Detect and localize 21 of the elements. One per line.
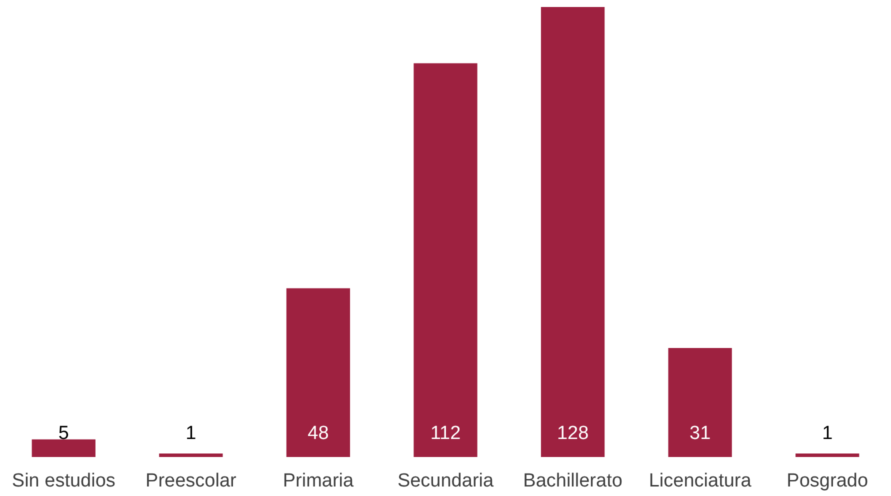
data-label: 1 [186,423,196,444]
data-label: 5 [58,423,69,444]
data-label: 1 [822,423,833,444]
data-label: 31 [690,423,711,444]
data-label: 112 [430,423,461,444]
bar [159,453,223,457]
bar [668,348,732,457]
x-tick-label: Posgrado [786,470,868,492]
bar [540,7,605,457]
x-tick-label: Secundaria [397,470,494,492]
bar [32,439,96,457]
data-label: 128 [556,423,589,444]
data-label: 48 [308,423,329,444]
x-tick-label: Bachillerato [523,470,622,492]
x-tick-label: Primaria [282,470,354,492]
bar [286,288,350,457]
bar [796,453,860,457]
x-tick-label: Licenciatura [648,470,752,492]
x-tick-label: Preescolar [146,470,238,492]
x-tick-label: Sin estudios [12,470,116,492]
bar [414,63,478,457]
